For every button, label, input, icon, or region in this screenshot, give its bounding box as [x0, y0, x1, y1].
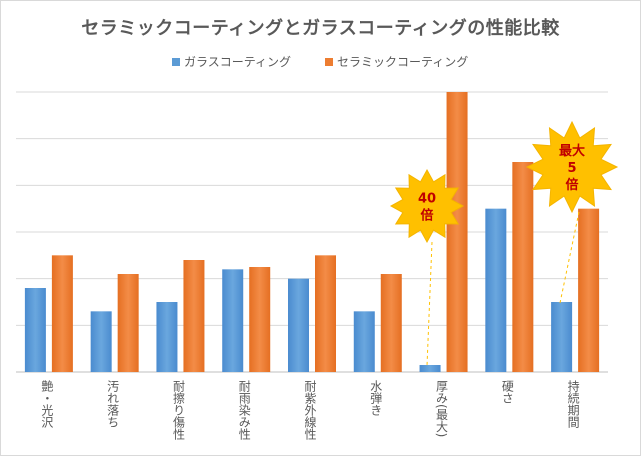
bar-glass [222, 269, 244, 372]
x-tick-label: 汚れ落ち [106, 380, 120, 428]
bar-glass [551, 302, 573, 372]
annotations: 40 倍 最大 5 倍 [389, 120, 619, 367]
bar-glass [90, 311, 112, 372]
bars [24, 92, 600, 372]
x-tick-label: 硬さ [500, 380, 514, 404]
x-tick-label: 持続期間 [566, 379, 580, 428]
bar-glass [353, 311, 375, 372]
bar-ceramic [249, 267, 271, 372]
bar-glass [419, 365, 441, 372]
legend-label: ガラスコーティング [184, 55, 291, 69]
bar-glass [156, 302, 178, 372]
x-tick-label: 耐紫外線性 [303, 380, 317, 441]
bar-ceramic [446, 92, 468, 372]
annotation-label: 最大 5 倍 [559, 143, 585, 193]
legend-swatch [172, 58, 180, 66]
bar-ceramic [578, 208, 600, 372]
x-tick-label: 耐擦り傷性 [171, 380, 185, 441]
legend-label: セラミックコーティング [337, 55, 468, 69]
bar-ceramic [117, 274, 139, 372]
bar-ceramic [380, 274, 402, 372]
bar-glass [24, 288, 46, 372]
annotation-label: 40 倍 [418, 192, 436, 224]
bar-ceramic [512, 162, 534, 372]
x-tick-labels: 艶・光沢 汚れ落ち 耐擦り傷性 耐雨染み性 耐紫外線性 水弾き 厚み(最大) 硬さ 持続期間 [40, 379, 580, 441]
legend: ガラスコーティング セラミックコーティング [172, 55, 468, 69]
bar-ceramic [51, 255, 73, 372]
annotation-leader [426, 241, 433, 367]
bar-ceramic [315, 255, 336, 372]
x-tick-label: 艶・光沢 [40, 379, 54, 429]
gridlines [16, 91, 608, 373]
bar-ceramic [183, 260, 205, 372]
bar-glass [288, 278, 309, 372]
annotation-starburst [525, 120, 619, 214]
x-tick-label: 耐雨染み性 [237, 380, 251, 441]
bar-glass [485, 208, 507, 372]
chart-title: セラミックコーティングとガラスコーティングの性能比較 [81, 18, 560, 39]
x-tick-label: 水弾き [369, 380, 383, 416]
legend-swatch [325, 58, 333, 66]
x-tick-label: 厚み(最大) [435, 380, 449, 437]
annotation-leader [559, 211, 580, 304]
annotation-starburst [389, 168, 465, 244]
